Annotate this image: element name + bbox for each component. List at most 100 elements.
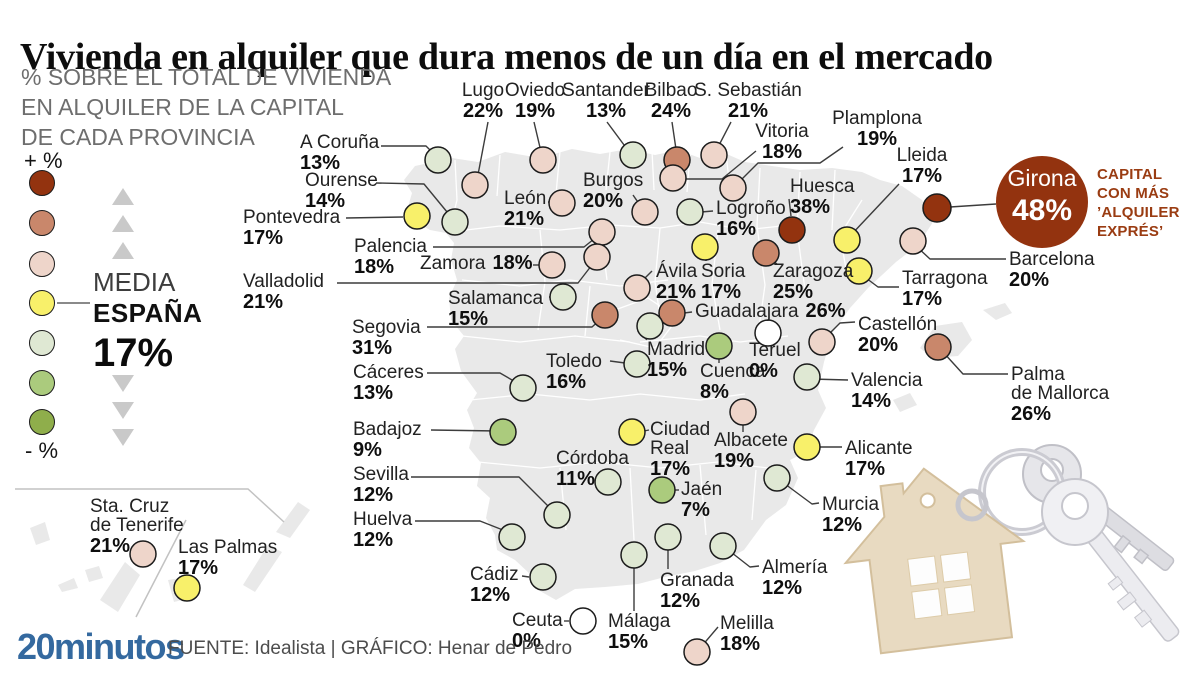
- leader-line: [430, 429, 499, 432]
- city-name: Córdoba: [556, 448, 629, 469]
- city-percentage: 21%: [243, 291, 284, 313]
- city-label: Soria 17%: [701, 262, 745, 302]
- city-name: Ceuta: [512, 610, 563, 631]
- city-name: Castellón: [858, 314, 938, 335]
- city-name: Teruel: [749, 340, 801, 361]
- city-label: Castellón 20%: [858, 315, 937, 355]
- city-name: Málaga: [608, 611, 671, 632]
- city-label: Palma de Mallorca 26%: [1011, 365, 1109, 424]
- city-dot: [691, 233, 719, 261]
- city-label: Córdoba 11%: [556, 449, 629, 489]
- arrow-up-icon: [112, 215, 134, 232]
- city-name: Salamanca: [448, 288, 544, 309]
- espana-label: ESPAÑA: [93, 298, 203, 328]
- city-label: Lleida 17%: [897, 146, 948, 186]
- legend-scale-dot: [29, 210, 55, 236]
- city-dot: [845, 257, 873, 285]
- girona-highlight-circle: [996, 156, 1088, 248]
- city-name: Sta. Cruz de Tenerife: [90, 496, 184, 536]
- city-label: S. Sebastián 21%: [694, 81, 802, 121]
- city-label: Las Palmas 17%: [178, 538, 277, 578]
- legend-scale-dot: [29, 370, 55, 396]
- city-label: Murcia 12%: [822, 495, 879, 535]
- city-label: Melilla 18%: [720, 614, 774, 654]
- city-percentage: 16%: [716, 218, 757, 240]
- city-percentage: 18%: [354, 256, 395, 278]
- city-name: Pontevedra: [243, 207, 341, 228]
- city-percentage: 20%: [858, 334, 899, 356]
- city-percentage: 26%: [1011, 403, 1052, 425]
- city-label: Ourense 14%: [305, 171, 378, 211]
- city-name: S. Sebastián: [694, 80, 802, 101]
- city-dot: [924, 333, 952, 361]
- city-label: Valladolid 21%: [243, 272, 324, 312]
- leader-line: [726, 548, 760, 568]
- city-dot: [700, 141, 728, 169]
- city-percentage: 17%: [902, 288, 943, 310]
- city-name: Cádiz: [470, 564, 519, 585]
- city-percentage: 24%: [650, 100, 692, 122]
- city-label: León 21%: [504, 189, 546, 229]
- legend-scale-dot: [29, 290, 55, 316]
- city-dot: [793, 363, 821, 391]
- city-dot: [922, 193, 952, 223]
- province-borders: [448, 150, 863, 541]
- city-name: Sevilla: [353, 464, 409, 485]
- city-dot: [529, 563, 557, 591]
- city-dot: [778, 216, 806, 244]
- city-label: Huelva 12%: [353, 510, 412, 550]
- city-name: Plamplona: [832, 108, 922, 129]
- leader-line: [677, 150, 757, 180]
- city-percentage: 17%: [901, 165, 943, 187]
- city-percentage: 19%: [714, 450, 755, 472]
- city-percentage: 17%: [243, 227, 284, 249]
- city-percentage: 22%: [462, 100, 504, 122]
- city-dot: [129, 540, 157, 568]
- publisher-logo: 20minutos: [17, 626, 185, 667]
- city-label: A Coruña 13%: [300, 133, 379, 173]
- city-label: Cuenca 8%: [700, 362, 766, 402]
- city-label: Cáceres 13%: [353, 363, 424, 403]
- city-dot: [623, 350, 651, 378]
- city-name: Guadalajara: [695, 301, 799, 322]
- city-label: Pontevedra 17%: [243, 208, 340, 248]
- leader-line: [521, 575, 530, 578]
- city-name: Barcelona: [1009, 249, 1095, 270]
- media-value: 17%: [93, 331, 174, 375]
- city-percentage: 15%: [608, 631, 649, 653]
- city-label: Málaga 15%: [608, 612, 670, 652]
- city-dot: [543, 501, 571, 529]
- city-label: Toledo 16%: [546, 352, 602, 392]
- city-dot: [619, 141, 647, 169]
- city-label: Logroño 16%: [716, 199, 786, 239]
- arrow-down-icon: [112, 429, 134, 446]
- legend-scale-dot: [29, 251, 55, 277]
- city-dot: [588, 218, 616, 246]
- city-label: Oviedo 19%: [505, 81, 565, 121]
- city-percentage: 17%: [845, 458, 886, 480]
- legend-plus-label: + %: [24, 148, 63, 173]
- arrow-up-icon: [112, 242, 134, 259]
- city-dot: [754, 319, 782, 347]
- city-name: Cuenca: [700, 361, 766, 382]
- city-dot: [709, 532, 737, 560]
- leader-line: [942, 351, 1008, 375]
- city-dot: [441, 208, 469, 236]
- city-name: Tarragona: [902, 268, 988, 289]
- arrow-down-icon: [112, 402, 134, 419]
- city-percentage: 31%: [352, 337, 393, 359]
- city-percentage: 13%: [585, 100, 627, 122]
- city-dot: [659, 164, 687, 192]
- city-percentage: 14%: [305, 190, 346, 212]
- city-label: Plamplona 19%: [832, 109, 922, 149]
- city-percentage: 18%: [761, 141, 803, 163]
- city-dot: [618, 418, 646, 446]
- city-label: Ciudad Real 17%: [650, 420, 710, 479]
- city-name: Cáceres: [353, 362, 424, 383]
- city-percentage: 15%: [647, 359, 688, 381]
- city-label: Huesca 38%: [790, 177, 854, 217]
- city-name: Zaragoza: [773, 261, 854, 282]
- city-dot: [620, 541, 648, 569]
- city-percentage: 21%: [90, 535, 131, 557]
